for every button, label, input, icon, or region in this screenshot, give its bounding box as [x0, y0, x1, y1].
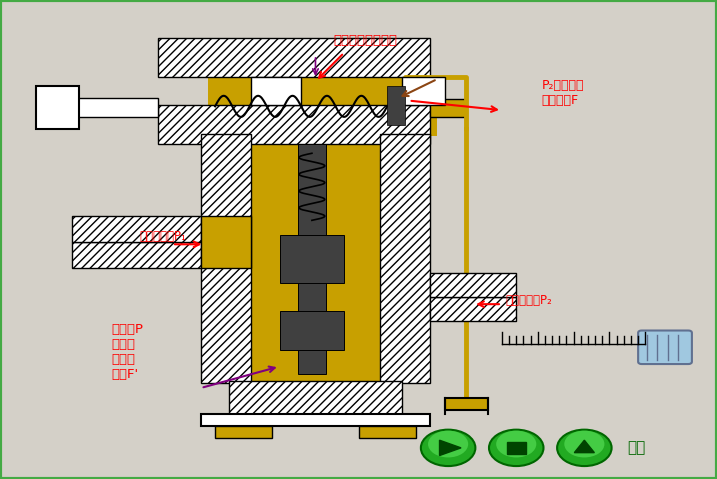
- Bar: [201, 216, 251, 268]
- Bar: [229, 381, 402, 417]
- Text: P₂等于或大
于弹簧力F: P₂等于或大 于弹簧力F: [541, 80, 584, 107]
- Bar: [358, 426, 416, 438]
- Bar: [380, 273, 430, 321]
- Bar: [445, 398, 488, 410]
- Circle shape: [496, 431, 536, 457]
- Bar: [430, 273, 516, 297]
- Circle shape: [421, 430, 475, 466]
- Polygon shape: [440, 440, 461, 456]
- Bar: [201, 134, 251, 383]
- Text: 压力差P
等于或
大于弹
簧力F': 压力差P 等于或 大于弹 簧力F': [111, 323, 143, 381]
- Bar: [430, 273, 516, 321]
- Bar: [208, 76, 437, 136]
- Bar: [72, 242, 201, 268]
- Bar: [251, 134, 380, 383]
- Bar: [158, 105, 430, 144]
- Circle shape: [564, 431, 604, 457]
- Bar: [201, 414, 430, 426]
- Bar: [507, 442, 526, 454]
- Bar: [280, 235, 344, 283]
- Bar: [36, 86, 79, 129]
- Bar: [72, 216, 201, 242]
- Text: 一次压力油P₁: 一次压力油P₁: [140, 229, 186, 243]
- Bar: [57, 98, 158, 117]
- Bar: [430, 297, 516, 321]
- Text: 返回: 返回: [627, 440, 645, 456]
- Circle shape: [428, 431, 468, 457]
- Text: 由小孔溢流回油箱: 由小孔溢流回油箱: [333, 34, 398, 47]
- Polygon shape: [574, 440, 594, 453]
- Circle shape: [557, 430, 612, 466]
- Bar: [251, 381, 380, 417]
- Bar: [158, 38, 430, 77]
- Bar: [387, 86, 405, 125]
- Bar: [298, 144, 326, 374]
- Bar: [280, 311, 344, 350]
- FancyBboxPatch shape: [638, 331, 692, 364]
- Bar: [215, 426, 272, 438]
- Bar: [430, 99, 466, 117]
- Circle shape: [489, 430, 543, 466]
- Text: 二次压力油P₂: 二次压力油P₂: [505, 294, 552, 308]
- Bar: [251, 77, 301, 105]
- Bar: [380, 134, 430, 383]
- Bar: [402, 77, 445, 105]
